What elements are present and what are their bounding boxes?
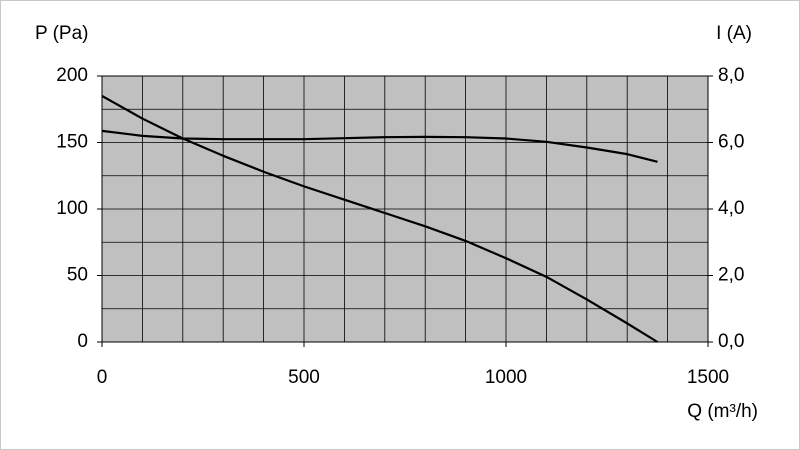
y2-tick-label: 4,0 [718,198,744,219]
y2-tick-label: 8,0 [718,65,744,86]
y2-tick-label: 0,0 [718,331,744,352]
line [101,94,659,343]
y-tick-label: 0 [77,331,88,352]
y2-tick-label: 2,0 [718,265,744,286]
x-axis-label: Q (m³/h) [687,401,758,422]
y-tick-label: 200 [56,65,88,86]
line [101,129,658,163]
y-tick-label: 100 [56,198,88,219]
x-tick-label: 0 [97,367,108,388]
y2-tick-label: 6,0 [718,132,744,153]
x-tick-label: 500 [288,367,320,388]
x-tick-label: 1500 [687,367,729,388]
y2-axis-label: I (A) [716,23,752,44]
y-axis-label: P (Pa) [35,23,89,44]
x-tick-label: 1000 [485,367,527,388]
y-tick-label: 150 [56,132,88,153]
y-tick-label: 50 [67,265,88,286]
